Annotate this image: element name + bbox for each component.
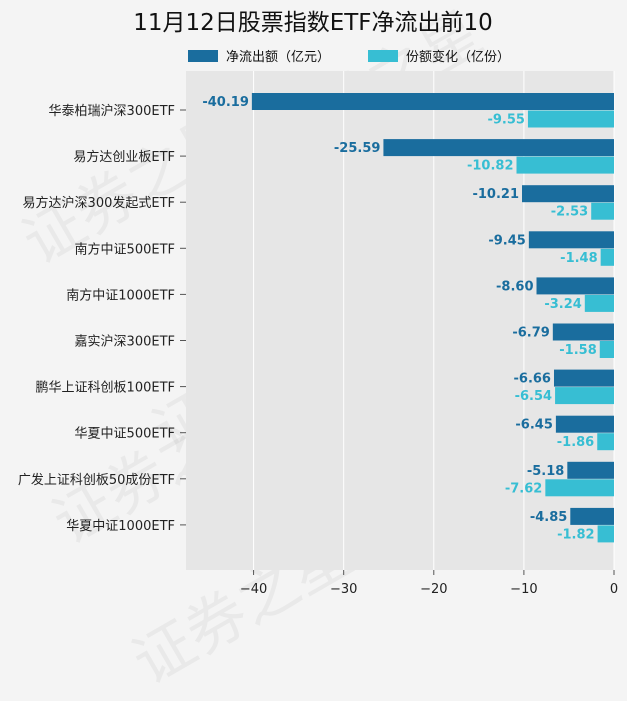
bar <box>552 323 614 341</box>
chart-title: 11月12日股票指数ETF净流出前10 <box>133 10 493 36</box>
x-tick-label: −40 <box>240 582 267 597</box>
legend-swatch <box>368 50 398 62</box>
bar <box>251 93 614 110</box>
bar <box>555 415 614 433</box>
category-label: 嘉实沪深300ETF <box>75 334 175 350</box>
legend-label: 份额变化（亿份） <box>406 49 510 65</box>
bar <box>522 185 614 203</box>
legend-label: 净流出额（亿元） <box>226 50 330 65</box>
x-tick-label: −20 <box>420 582 447 597</box>
data-label: -9.45 <box>488 233 525 248</box>
bar <box>591 202 614 220</box>
category-label: 易方达沪深300发起式ETF <box>23 195 175 211</box>
data-label: -9.55 <box>487 113 524 128</box>
bar <box>555 387 614 405</box>
category-label: 华夏中证1000ETF <box>66 519 175 534</box>
data-label: -1.82 <box>557 527 594 542</box>
data-label: -8.60 <box>496 279 533 294</box>
category-label: 鹏华上证科创板100ETF <box>36 381 175 396</box>
data-label: -1.48 <box>560 251 597 266</box>
x-tick-label: 0 <box>610 582 618 597</box>
bar <box>570 507 614 525</box>
category-label: 广发上证科创板50成份ETF <box>18 472 175 488</box>
data-label: -10.21 <box>472 187 519 202</box>
data-label: -6.79 <box>512 326 549 341</box>
x-tick-label: −10 <box>510 582 537 597</box>
data-label: -3.24 <box>544 297 581 312</box>
bar <box>516 156 614 174</box>
bar <box>545 479 614 497</box>
data-label: -1.86 <box>557 435 594 450</box>
data-label: -1.58 <box>559 343 596 358</box>
data-label: -6.66 <box>514 372 551 387</box>
category-label: 华泰柏瑞沪深300ETF <box>49 103 175 119</box>
category-label: 南方中证500ETF <box>75 241 175 257</box>
bar <box>527 110 614 128</box>
bar <box>567 461 614 479</box>
data-label: -25.59 <box>334 141 381 156</box>
bar <box>528 231 614 249</box>
bar <box>584 294 614 312</box>
category-label: 华夏中证500ETF <box>75 427 175 442</box>
bar-chart: 11月12日股票指数ETF净流出前10 净流出额（亿元） 份额变化（亿份） 华泰柏瑞沪… <box>18 10 618 597</box>
data-label: -5.18 <box>527 464 564 479</box>
bar <box>536 277 614 295</box>
bar <box>553 369 614 387</box>
category-label: 南方中证1000ETF <box>66 287 175 303</box>
data-label: -7.62 <box>505 481 542 496</box>
data-label: -40.19 <box>202 95 249 110</box>
x-tick-label: −30 <box>330 582 357 597</box>
data-label: -6.45 <box>515 418 552 433</box>
data-label: -4.85 <box>530 510 567 525</box>
data-label: -6.54 <box>515 389 552 404</box>
bar <box>597 525 614 543</box>
category-label: 易方达创业板ETF <box>73 149 175 165</box>
bar <box>600 248 614 266</box>
bar <box>383 139 614 157</box>
bar <box>599 341 614 358</box>
data-label: -10.82 <box>467 159 514 174</box>
legend-swatch <box>188 50 218 62</box>
bar <box>597 433 614 451</box>
data-label: -2.53 <box>551 205 588 220</box>
